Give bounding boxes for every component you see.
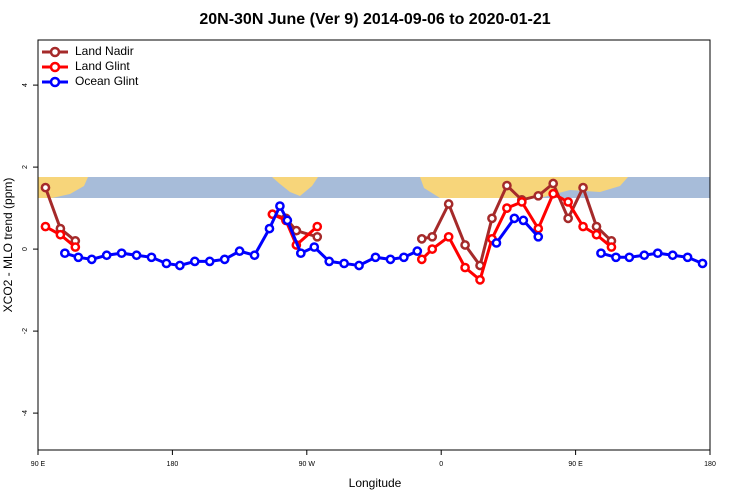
data-point: [427, 244, 438, 254]
data-point: [516, 197, 527, 207]
data-point: [131, 250, 142, 261]
legend-label: Land Nadir: [75, 44, 134, 58]
data-point: [533, 190, 544, 201]
legend-marker: [49, 46, 61, 58]
data-point: [204, 256, 215, 267]
data-point: [175, 260, 185, 271]
data-point: [86, 254, 97, 265]
series-line: [421, 181, 613, 269]
data-point: [399, 252, 409, 263]
data-point: [611, 252, 621, 263]
legend-label: Land Glint: [75, 59, 130, 73]
y-tick-label: -2: [22, 328, 29, 334]
data-point: [509, 213, 520, 224]
data-point: [591, 229, 602, 240]
data-point: [385, 254, 396, 265]
data-point: [533, 231, 544, 242]
data-point: [324, 256, 335, 267]
data-point: [295, 248, 306, 259]
x-axis-label: Longitude: [349, 476, 402, 490]
data-point: [70, 242, 81, 252]
data-point: [548, 178, 559, 189]
x-tick-label: 180: [167, 461, 179, 468]
y-tick-label: 2: [22, 165, 29, 169]
data-point: [412, 246, 423, 256]
data-point: [101, 250, 112, 261]
data-point: [606, 242, 617, 252]
map-strip: [38, 177, 710, 198]
data-point: [460, 262, 470, 273]
data-point: [282, 215, 293, 226]
data-point: [697, 258, 708, 269]
data-point: [427, 231, 438, 242]
data-point: [533, 223, 544, 234]
data-point: [189, 256, 200, 267]
x-tick-label: 90 W: [299, 461, 316, 468]
x-tick-label: 90 E: [31, 461, 46, 468]
data-point: [116, 248, 127, 259]
x-tick-label: 0: [439, 461, 443, 468]
data-point: [491, 238, 502, 248]
data-point: [264, 223, 275, 234]
data-point: [234, 246, 245, 256]
data-point: [40, 221, 51, 232]
data-point: [60, 248, 70, 259]
data-point: [460, 240, 470, 250]
legend-label: Ocean Glint: [75, 74, 139, 88]
data-point: [624, 252, 635, 263]
data-point: [596, 248, 606, 259]
data-point: [309, 242, 320, 252]
data-point: [161, 258, 172, 269]
data-point: [591, 221, 602, 232]
y-axis-label: XCO2 - MLO trend (ppm): [1, 178, 15, 313]
data-point: [652, 248, 663, 259]
data-point: [416, 234, 427, 244]
data-point: [487, 213, 497, 224]
data-point: [443, 199, 454, 209]
legend-marker: [49, 76, 61, 88]
data-point: [40, 182, 51, 193]
x-tick-label: 90 E: [568, 461, 583, 468]
data-point: [146, 252, 157, 263]
data-point: [249, 250, 260, 261]
y-tick-label: -4: [22, 410, 29, 416]
y-tick-label: 4: [22, 83, 29, 87]
data-point: [354, 260, 364, 271]
data-point: [518, 215, 529, 226]
data-point: [578, 221, 588, 232]
legend-marker: [49, 61, 61, 73]
data-point: [667, 250, 678, 261]
data-point: [55, 229, 66, 240]
x-tick-label: 180: [704, 461, 716, 468]
data-point: [73, 252, 84, 263]
data-point: [339, 258, 349, 269]
data-point: [475, 275, 485, 285]
data-point: [548, 188, 559, 199]
data-point: [502, 203, 512, 213]
data-point: [416, 254, 427, 265]
data-point: [682, 252, 693, 263]
data-point: [502, 180, 512, 191]
data-point: [370, 252, 381, 263]
data-point: [443, 231, 454, 242]
data-point: [563, 197, 573, 207]
chart-title: 20N-30N June (Ver 9) 2014-09-06 to 2020-…: [199, 11, 550, 28]
data-point: [312, 221, 323, 232]
data-point: [563, 213, 573, 224]
data-point: [219, 254, 230, 265]
y-tick-label: 0: [22, 247, 29, 251]
plot-frame: [37, 39, 711, 451]
data-point: [639, 250, 650, 261]
data-point: [275, 201, 285, 211]
data-point: [312, 231, 323, 242]
data-point: [578, 182, 588, 193]
series-line: [64, 202, 418, 268]
